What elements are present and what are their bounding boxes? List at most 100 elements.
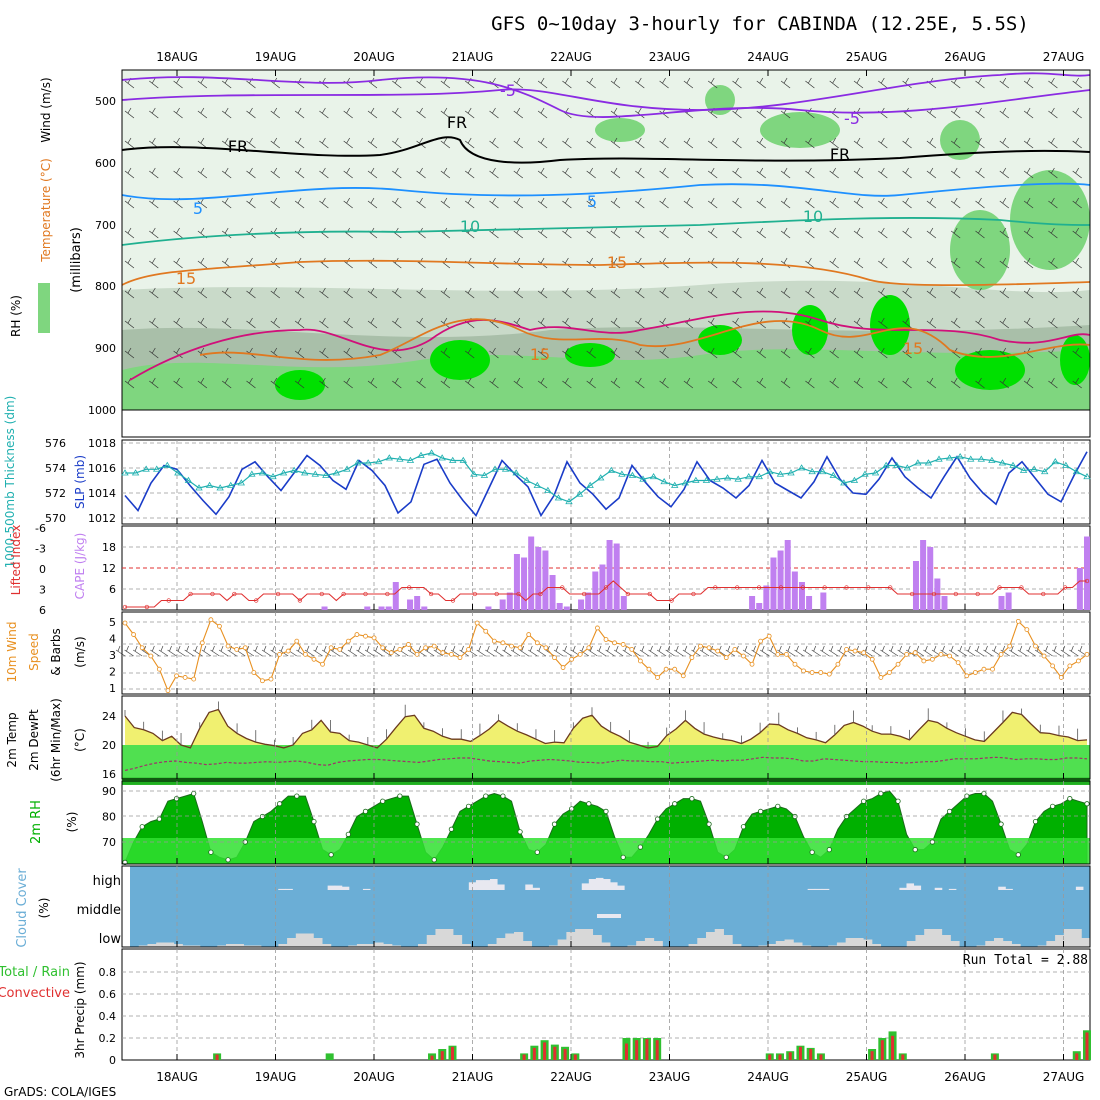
wind-barb (950, 257, 961, 269)
thickness-marker (375, 457, 383, 465)
wind-speed-marker (1024, 627, 1030, 632)
wind-barb (294, 167, 305, 179)
cape-bar (506, 592, 513, 610)
wind-barb (902, 257, 912, 269)
wind-barb (829, 197, 839, 209)
wind-barb (1023, 77, 1034, 89)
wind-barb (780, 197, 791, 209)
contour-label: 15 (530, 345, 550, 364)
wind-barb (635, 377, 645, 389)
surface-wind-barb (124, 645, 134, 657)
wind-barb (173, 287, 183, 299)
li-marker (516, 591, 521, 597)
wind-barb (975, 287, 985, 299)
wind-speed-marker (277, 651, 283, 657)
surface-wind-barb (373, 645, 383, 657)
surface-wind-barb (1069, 645, 1079, 657)
thickness-marker (470, 470, 478, 477)
wind-barb (489, 257, 499, 269)
low-cloud-gap (313, 938, 323, 947)
wind-speed-marker (1058, 675, 1064, 680)
wind-barb (707, 227, 718, 239)
wind-barb (1072, 227, 1082, 239)
precip-conv-bar (215, 1054, 219, 1060)
wind-barb (319, 197, 329, 209)
wind-barb (780, 167, 791, 179)
thickness-marker (776, 470, 785, 477)
low-cloud-gap (156, 942, 166, 947)
precip-tick: 0.4 (99, 1010, 117, 1023)
wind-barb (562, 167, 572, 179)
thickness-axis-label: 1000-500mb Thickness (dm) (3, 396, 17, 569)
precip-panel: Run Total = 2.88 0.8 0.6 0.4 0.2 0 3hr Precip … (0, 948, 1091, 1067)
wind-barb (878, 377, 888, 389)
wind-barb (975, 77, 985, 89)
wind-barb (294, 137, 305, 149)
wind-barb (635, 167, 645, 179)
low-cloud-gap (278, 944, 288, 947)
li-marker (188, 591, 193, 597)
rh-unit-label: (%) (65, 812, 79, 833)
wind-barb (950, 167, 961, 179)
rh-marker (277, 801, 283, 807)
wind-barb (513, 137, 524, 149)
wind-barb (586, 77, 596, 89)
low-cloud-gap (461, 944, 471, 947)
wind-speed-marker (156, 666, 162, 672)
run-total: Run Total = 2.88 (963, 953, 1088, 968)
rh-marker (208, 849, 214, 855)
thickness-tick: 574 (45, 462, 66, 475)
li-marker (363, 591, 368, 597)
surface-wind-barb (596, 645, 607, 657)
high-cloud-gap (1075, 886, 1084, 890)
wind-barb (149, 347, 159, 359)
top-date-label: 21AUG (452, 50, 494, 64)
li-marker (669, 598, 674, 603)
high-cloud-gap (602, 879, 611, 890)
wind-barb (635, 317, 645, 329)
li-marker (1019, 585, 1024, 590)
wind-barb (537, 377, 548, 389)
cape-bar (798, 582, 805, 610)
wind-barb (319, 107, 329, 119)
precip-conv-bar (880, 1040, 884, 1060)
wind-speed-marker (801, 668, 806, 674)
surface-wind-barb (562, 645, 572, 657)
surface-wind-barb (983, 645, 993, 657)
thickness-marker (850, 476, 859, 483)
low-cloud-gap (138, 945, 148, 947)
cape-bar (592, 571, 599, 610)
wind-barb (780, 347, 791, 359)
surface-wind-barb (158, 645, 169, 657)
wind-barb (149, 377, 159, 389)
wind-barb (878, 197, 888, 209)
low-cloud-gap (374, 942, 384, 947)
wind-speed-marker (1015, 618, 1021, 624)
wind-barb (124, 137, 135, 149)
wind-speed-marker (852, 648, 858, 654)
wind-barb (246, 257, 256, 269)
wind-barb (197, 137, 208, 149)
wind-barb (392, 137, 402, 149)
wind-barb (367, 287, 378, 299)
thickness-tick: 576 (45, 437, 66, 450)
surface-wind-barb (613, 645, 624, 657)
wind-barb (246, 197, 256, 209)
surface-wind-barb (588, 645, 598, 657)
high-cloud-gap (588, 879, 597, 890)
wind-barb (440, 107, 451, 119)
rh-saturated-blob (698, 325, 742, 355)
low-cloud-gap (627, 945, 637, 947)
wind-speed-marker (397, 647, 403, 652)
surface-wind-barb (347, 645, 358, 657)
wind-barb (999, 107, 1010, 119)
wind-barb (610, 317, 621, 329)
thickness-marker (554, 494, 563, 501)
wind-barb (270, 377, 281, 389)
low-cloud-gap (950, 941, 960, 947)
rh-marker (380, 798, 386, 804)
contour-20 (129, 310, 1091, 381)
rh-marker (706, 821, 712, 827)
cloud-label: Cloud Cover (15, 868, 30, 948)
cape-tick: 6 (109, 583, 116, 596)
